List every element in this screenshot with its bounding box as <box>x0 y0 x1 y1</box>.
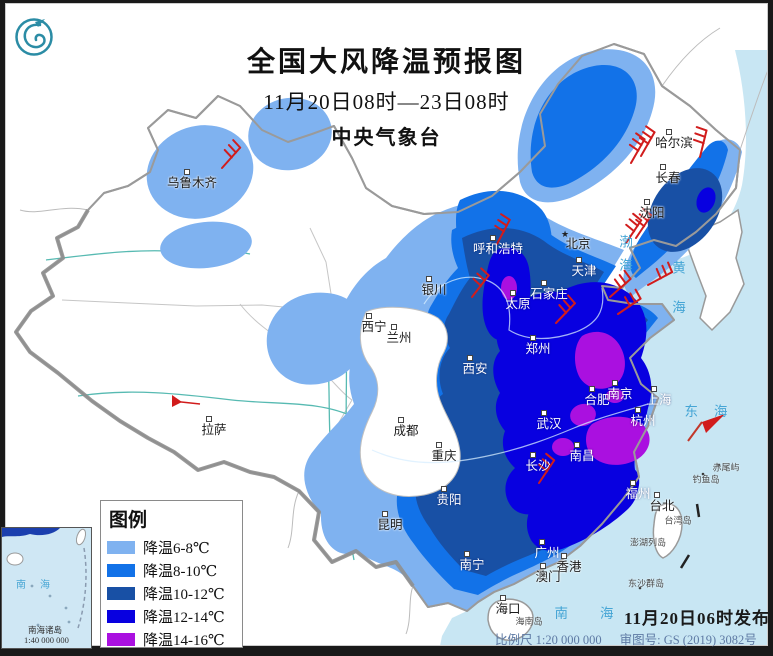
legend-item: 降温8-10℃ <box>107 559 242 582</box>
inset-svg <box>2 528 91 648</box>
inset-sea-label: 南海 <box>16 580 64 591</box>
cooling-regions <box>146 49 742 611</box>
legend-label: 降温12-14℃ <box>143 610 225 626</box>
legend-label: 降温10-12℃ <box>143 587 225 603</box>
legend-rows: 降温6-8℃ 降温8-10℃ 降温10-12℃ 降温12-14℃ 降温14-16℃ <box>107 536 242 651</box>
release-time: 11月20日06时发布 <box>624 609 771 628</box>
map-scale: 比例尺 1:20 000 000 <box>495 633 602 647</box>
inset-islands <box>30 584 71 632</box>
inset-boundary-line <box>77 547 87 629</box>
southwest-border-thick <box>14 208 415 588</box>
legend-title: 图例 <box>109 510 148 531</box>
legend-item: 降温6-8℃ <box>107 536 242 559</box>
inset-name: 南海诸岛 <box>28 625 63 635</box>
hainan-island <box>487 598 534 642</box>
weather-logo <box>15 18 53 56</box>
map-approval-number: 审图号: GS (2019) 3082号 <box>619 633 757 647</box>
legend-swatch <box>107 564 135 577</box>
china-border-stroke <box>87 43 741 612</box>
map-scale-line: 比例尺 1:20 000 000 审图号: GS (2019) 3082号 <box>495 629 773 648</box>
inset-hainan <box>6 552 24 566</box>
legend-item: 降温10-12℃ <box>107 582 242 605</box>
no-cooling-area <box>359 306 461 497</box>
legend-label: 降温14-16℃ <box>143 633 225 649</box>
legend-box: 图例 降温6-8℃ 降温8-10℃ 降温10-12℃ 降温12-14℃ 降温14-16℃ <box>100 500 243 651</box>
inset-scale-label: 1:40 000 000 <box>24 635 69 645</box>
korea-landmass <box>687 208 745 332</box>
inset-coast <box>2 528 60 537</box>
island-dots <box>638 463 721 590</box>
island-marks <box>679 503 701 569</box>
inset-taiwan <box>75 528 87 546</box>
sea-layer <box>438 50 773 656</box>
legend-swatch <box>107 587 135 600</box>
legend-swatch <box>107 541 135 554</box>
legend-label: 降温6-8℃ <box>143 541 210 557</box>
legend-item: 降温14-16℃ <box>107 628 242 651</box>
legend-swatch <box>107 633 135 646</box>
legend-label: 降温8-10℃ <box>143 564 218 580</box>
south-china-sea-inset: 南海 南海诸岛 1:40 000 000 <box>1 527 92 649</box>
legend-item: 降温12-14℃ <box>107 605 242 628</box>
legend-swatch <box>107 610 135 623</box>
taiwan-island <box>652 503 683 559</box>
